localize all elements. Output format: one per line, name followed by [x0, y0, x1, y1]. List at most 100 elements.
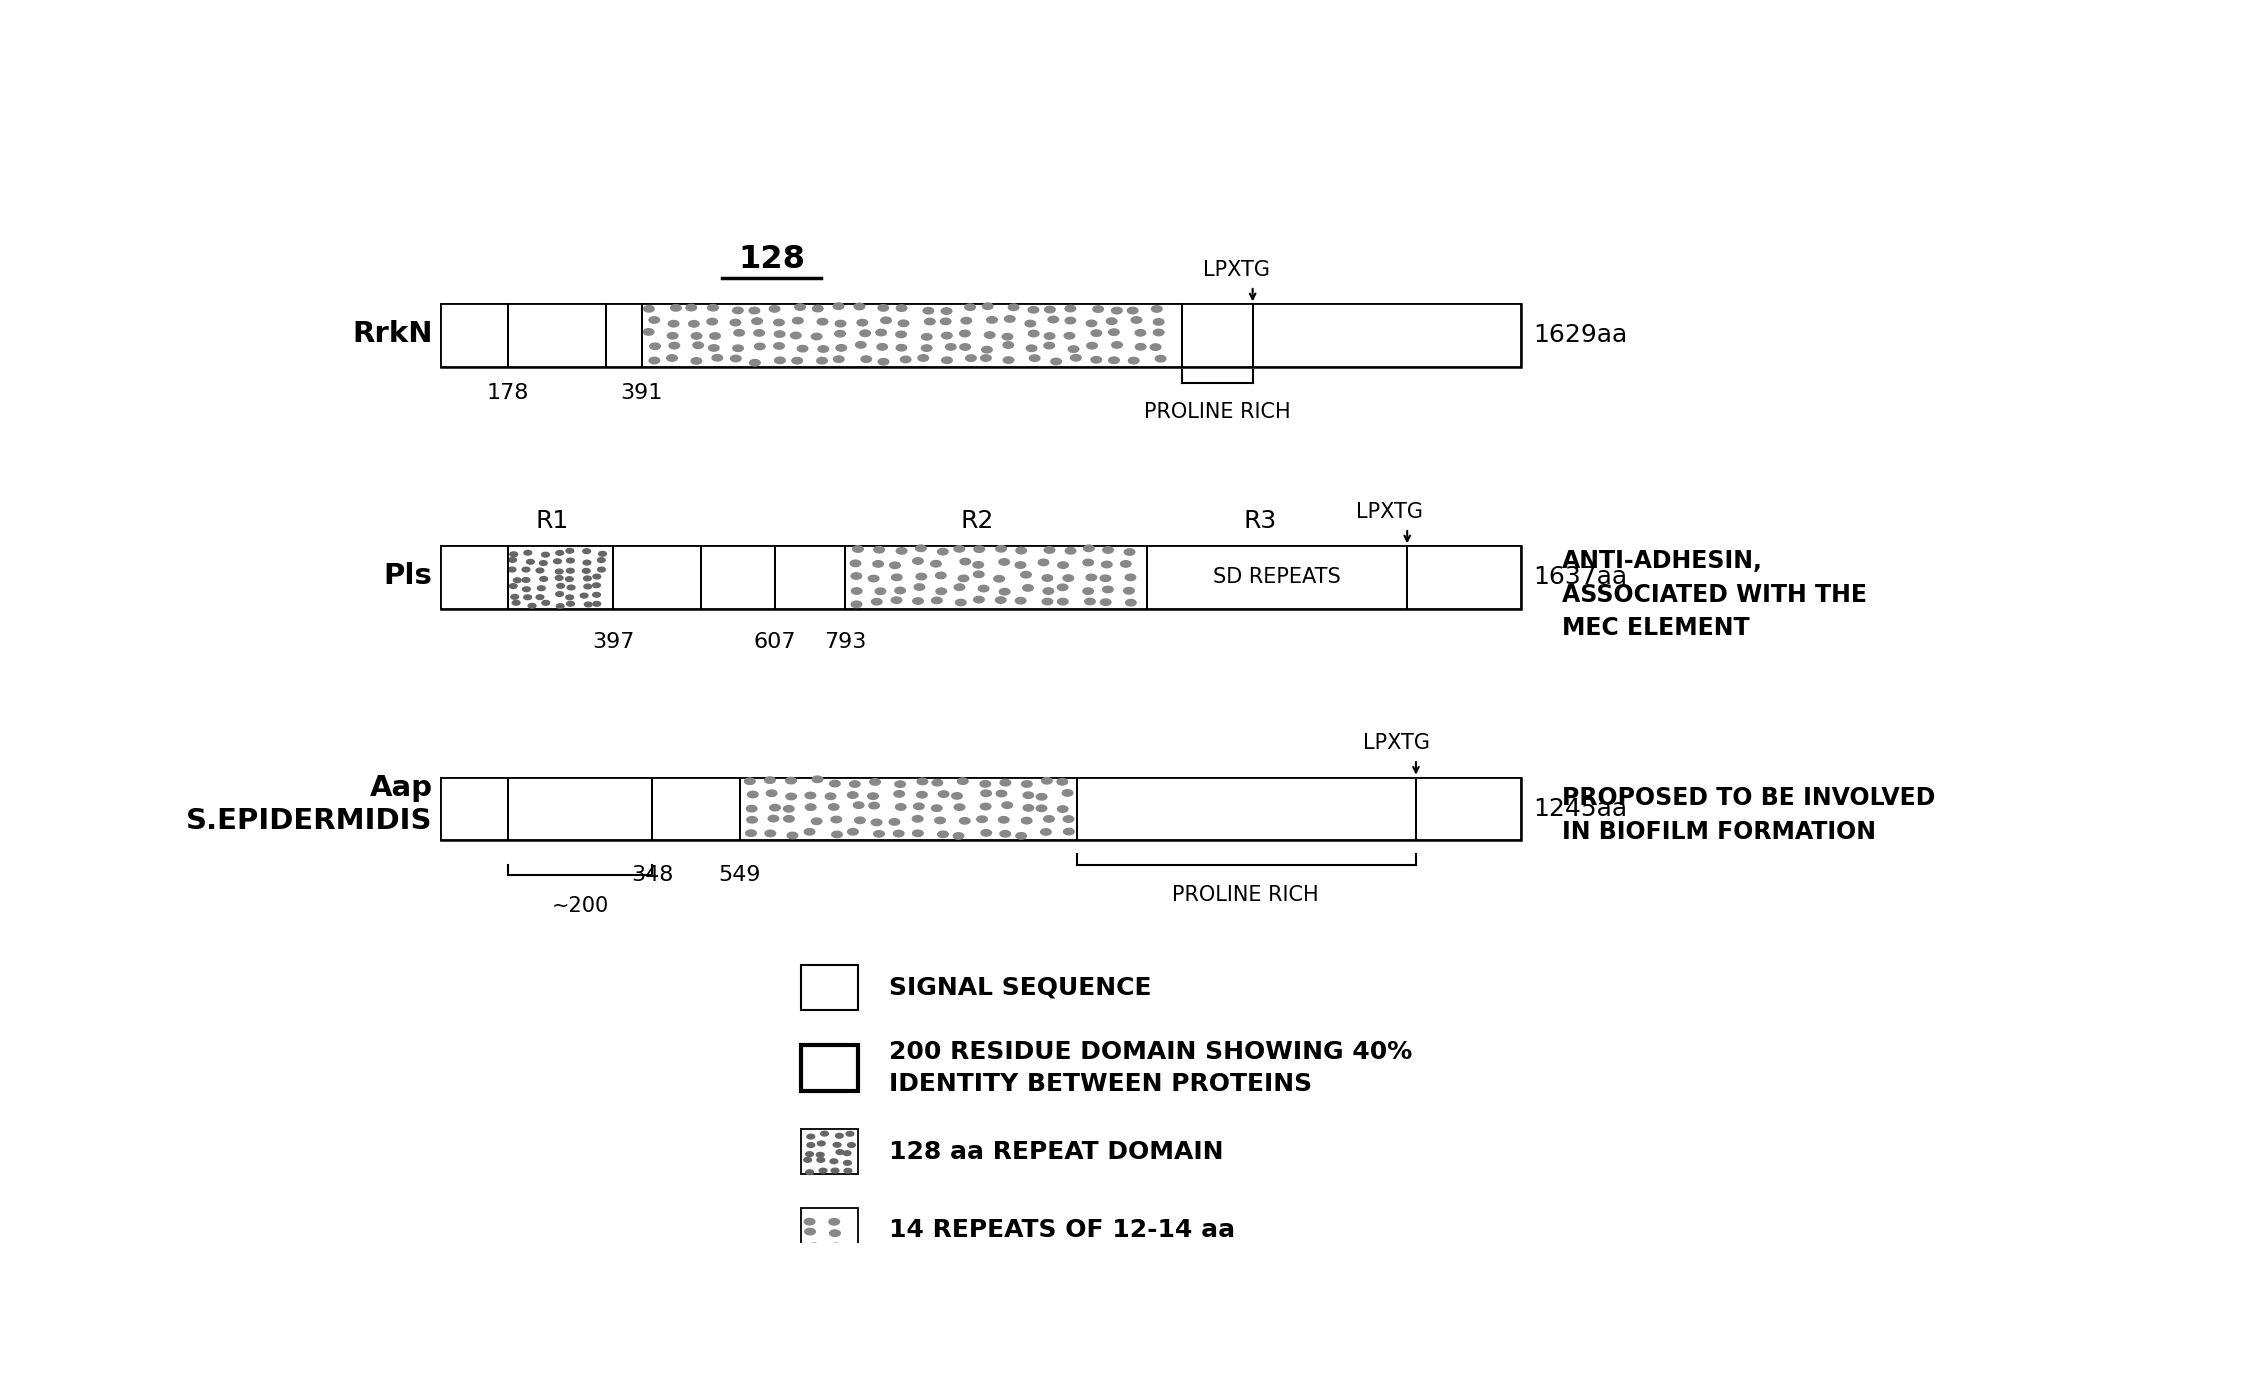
Text: 200 RESIDUE DOMAIN SHOWING 40%
IDENTITY BETWEEN PROTEINS: 200 RESIDUE DOMAIN SHOWING 40% IDENTITY …: [888, 1039, 1412, 1097]
Circle shape: [510, 595, 519, 599]
Text: PROLINE RICH: PROLINE RICH: [1172, 886, 1319, 905]
Text: R1: R1: [535, 510, 569, 534]
Circle shape: [1124, 549, 1135, 555]
Circle shape: [585, 584, 591, 590]
Circle shape: [526, 559, 535, 564]
Circle shape: [859, 330, 870, 337]
Text: LPXTG: LPXTG: [1355, 502, 1423, 521]
Text: 14 REPEATS OF 12-14 aa: 14 REPEATS OF 12-14 aa: [888, 1218, 1235, 1242]
Circle shape: [868, 793, 879, 799]
Bar: [442, 546, 1520, 609]
Circle shape: [1045, 306, 1056, 313]
Circle shape: [1024, 320, 1036, 327]
Circle shape: [709, 345, 718, 351]
Circle shape: [1020, 571, 1031, 578]
Circle shape: [1029, 306, 1038, 313]
Circle shape: [784, 816, 793, 821]
Circle shape: [807, 1151, 813, 1157]
Circle shape: [897, 320, 909, 327]
Circle shape: [732, 345, 743, 352]
Circle shape: [1036, 793, 1047, 800]
Text: 397: 397: [591, 633, 634, 652]
Circle shape: [922, 334, 931, 339]
Circle shape: [1058, 598, 1067, 605]
Circle shape: [1024, 805, 1033, 812]
Circle shape: [1058, 806, 1067, 812]
Circle shape: [1029, 355, 1040, 362]
Circle shape: [1128, 358, 1140, 363]
Circle shape: [523, 550, 533, 555]
Bar: [739, 778, 1076, 840]
Text: PROPOSED TO BE INVOLVED
IN BIOFILM FORMATION: PROPOSED TO BE INVOLVED IN BIOFILM FORMA…: [1561, 787, 1935, 844]
Circle shape: [938, 549, 947, 555]
Circle shape: [1092, 306, 1104, 313]
Circle shape: [594, 592, 600, 597]
Circle shape: [981, 346, 993, 353]
Circle shape: [668, 320, 680, 327]
Circle shape: [1085, 598, 1094, 605]
Circle shape: [555, 550, 564, 555]
Circle shape: [977, 816, 988, 823]
Circle shape: [999, 817, 1008, 823]
Circle shape: [875, 831, 884, 837]
Circle shape: [773, 342, 784, 349]
Circle shape: [893, 791, 904, 798]
Circle shape: [1045, 342, 1054, 349]
Circle shape: [956, 599, 965, 606]
Circle shape: [922, 345, 931, 351]
Circle shape: [598, 552, 607, 556]
Circle shape: [1022, 817, 1031, 824]
Circle shape: [845, 1132, 854, 1136]
Circle shape: [804, 1218, 816, 1225]
Circle shape: [1113, 307, 1122, 314]
Circle shape: [732, 307, 743, 314]
Circle shape: [847, 1143, 854, 1147]
Circle shape: [999, 780, 1011, 787]
Text: Aap
S.EPIDERMIDIS: Aap S.EPIDERMIDIS: [186, 774, 433, 834]
Circle shape: [598, 557, 605, 563]
Circle shape: [818, 1158, 825, 1162]
Circle shape: [961, 559, 970, 564]
Text: ~200: ~200: [551, 895, 610, 916]
Circle shape: [1106, 319, 1117, 324]
Circle shape: [868, 802, 879, 809]
Bar: [845, 546, 1147, 609]
Circle shape: [786, 833, 798, 838]
Circle shape: [1063, 789, 1072, 796]
Circle shape: [1108, 328, 1119, 335]
Text: 348: 348: [630, 865, 673, 884]
Circle shape: [1045, 332, 1054, 339]
Bar: [1253, 305, 1520, 366]
Circle shape: [959, 778, 968, 784]
Circle shape: [820, 1132, 829, 1136]
Text: Pls: Pls: [383, 563, 433, 591]
Circle shape: [1004, 316, 1015, 323]
Circle shape: [650, 344, 659, 349]
Text: PROLINE RICH: PROLINE RICH: [1144, 402, 1292, 422]
Circle shape: [832, 831, 843, 838]
Circle shape: [974, 546, 983, 552]
Circle shape: [1042, 588, 1054, 594]
Circle shape: [974, 597, 983, 604]
Circle shape: [872, 819, 881, 826]
Circle shape: [1015, 833, 1026, 840]
Circle shape: [746, 806, 757, 812]
Circle shape: [566, 569, 573, 573]
Circle shape: [981, 355, 990, 362]
Circle shape: [888, 819, 900, 826]
Circle shape: [1151, 306, 1162, 312]
Circle shape: [691, 358, 702, 365]
Circle shape: [523, 595, 533, 599]
Circle shape: [709, 332, 721, 339]
Text: LPXTG: LPXTG: [1203, 260, 1271, 279]
Circle shape: [938, 791, 949, 798]
Circle shape: [834, 356, 843, 362]
Circle shape: [1092, 330, 1101, 337]
Circle shape: [813, 306, 823, 312]
Text: ANTI-ADHESIN,
ASSOCIATED WITH THE
MEC ELEMENT: ANTI-ADHESIN, ASSOCIATED WITH THE MEC EL…: [1561, 549, 1867, 640]
Circle shape: [1124, 588, 1135, 594]
Circle shape: [807, 1143, 816, 1147]
Circle shape: [931, 805, 943, 812]
Circle shape: [829, 1160, 838, 1164]
Circle shape: [1153, 330, 1165, 335]
